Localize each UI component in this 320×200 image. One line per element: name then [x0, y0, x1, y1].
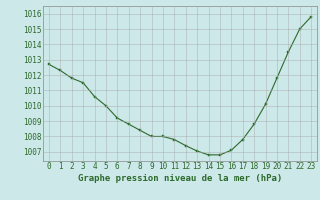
X-axis label: Graphe pression niveau de la mer (hPa): Graphe pression niveau de la mer (hPa) — [78, 174, 282, 183]
